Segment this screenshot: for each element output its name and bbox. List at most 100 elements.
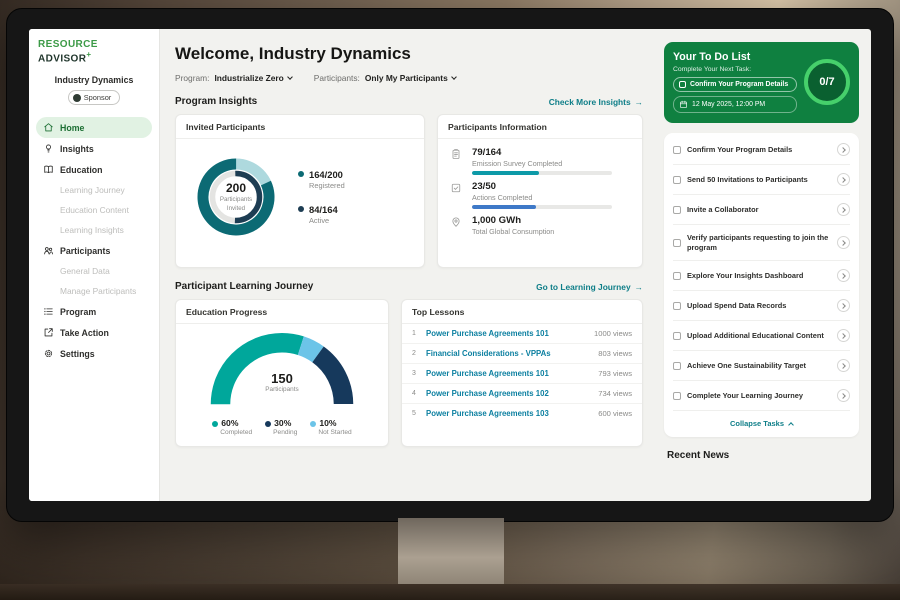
task-row[interactable]: Upload Additional Educational Content	[673, 321, 850, 352]
sidebar-item-participants[interactable]: Participants	[36, 240, 152, 261]
lesson-row: 5 Power Purchase Agreements 103 600 view…	[412, 409, 632, 418]
chevron-right-icon[interactable]	[837, 389, 850, 403]
program-filter-dropdown[interactable]: Industrialize Zero	[214, 73, 293, 83]
sidebar-item-education-content[interactable]: Education Content	[60, 205, 129, 216]
people-icon	[44, 247, 53, 255]
sidebar-item-education[interactable]: Education	[36, 159, 152, 180]
chevron-down-icon	[450, 74, 457, 80]
legend-item-active: 84/164 Active	[298, 204, 345, 225]
task-row[interactable]: Complete Your Learning Journey	[673, 381, 850, 412]
sponsor-badge: Sponsor	[67, 90, 121, 106]
sidebar-item-program[interactable]: Program	[36, 301, 152, 322]
sidebar-item-learning-insights[interactable]: Learning Insights	[60, 225, 124, 236]
sidebar-item-home[interactable]: Home	[36, 117, 152, 139]
clipboard-icon	[450, 147, 464, 175]
lesson-link[interactable]: Financial Considerations - VPPAs	[426, 349, 551, 358]
chevron-right-icon[interactable]	[837, 329, 850, 343]
legend-dot	[265, 421, 272, 427]
chevron-right-icon[interactable]	[837, 269, 850, 283]
checkbox[interactable]	[673, 145, 681, 154]
logo-plus: +	[86, 50, 92, 59]
collapse-tasks-link[interactable]: Collapse Tasks	[673, 411, 850, 437]
checkbox[interactable]	[673, 361, 681, 370]
lesson-row: 3 Power Purchase Agreements 101 793 view…	[402, 364, 642, 384]
sidebar-item-manage-participants[interactable]: Manage Participants	[60, 286, 137, 297]
legend-item-not-started: 10% Not Started	[310, 418, 352, 436]
donut-legend: 164/200 Registered 84/164 Active	[298, 169, 345, 225]
checkbox[interactable]	[679, 81, 686, 88]
chevron-right-icon[interactable]	[837, 173, 850, 186]
task-row[interactable]: Verify participants requesting to join t…	[673, 225, 850, 262]
app-window: RESOURCE ADVISOR+ Industry Dynamics Spon…	[29, 29, 871, 501]
chevron-right-icon[interactable]	[837, 236, 850, 250]
todo-panel: Your To Do List Complete Your Next Task:…	[655, 29, 871, 501]
sidebar-item-settings[interactable]: Settings	[36, 343, 152, 364]
legend-dot	[310, 421, 317, 427]
chevron-right-icon[interactable]	[837, 143, 850, 156]
checkbox[interactable]	[673, 271, 681, 280]
sidebar-item-label: Take Action	[60, 327, 109, 338]
monitor-stand	[398, 518, 504, 584]
lesson-link[interactable]: Power Purchase Agreements 103	[426, 409, 549, 418]
sidebar-item-label: Program	[60, 306, 97, 317]
checkbox[interactable]	[673, 391, 681, 400]
book-icon	[44, 166, 53, 174]
sidebar: RESOURCE ADVISOR+ Industry Dynamics Spon…	[29, 29, 160, 501]
donut-center-label: 200 Participants Invited	[219, 181, 253, 212]
chevron-up-icon	[788, 422, 794, 429]
calendar-icon	[679, 100, 688, 109]
chevron-right-icon[interactable]	[837, 359, 850, 373]
sidebar-item-insights[interactable]: Insights	[36, 138, 152, 159]
legend-item-pending: 30% Pending	[265, 418, 297, 436]
app-logo: RESOURCE ADVISOR+	[36, 39, 152, 64]
task-row[interactable]: Achieve One Sustainability Target	[673, 351, 850, 382]
chevron-right-icon[interactable]	[837, 203, 850, 216]
checkbox[interactable]	[673, 301, 681, 310]
participants-filter-dropdown[interactable]: Only My Participants	[365, 73, 457, 83]
todo-progress-ring: 0/7	[804, 59, 850, 105]
check-more-insights-link[interactable]: Check More Insights →	[548, 96, 643, 107]
home-icon	[44, 123, 53, 132]
lesson-link[interactable]: Power Purchase Agreements 101	[426, 329, 549, 338]
legend-item-registered: 164/200 Registered	[298, 169, 345, 190]
task-row[interactable]: Upload Spend Data Records	[673, 291, 850, 322]
task-row[interactable]: Send 50 Invitations to Participants	[673, 165, 850, 195]
stat-global-consumption: 1,000 GWh Total Global Consumption	[450, 215, 630, 239]
lightbulb-icon	[46, 144, 51, 153]
chevron-right-icon[interactable]	[837, 299, 850, 313]
progress-bar	[472, 205, 612, 209]
sidebar-item-learning-journey[interactable]: Learning Journey	[60, 185, 125, 196]
sponsor-badge-icon	[72, 93, 81, 102]
checkbox[interactable]	[673, 238, 681, 247]
task-row[interactable]: Explore Your Insights Dashboard	[673, 261, 850, 292]
lesson-link[interactable]: Power Purchase Agreements 101	[426, 369, 549, 378]
lesson-link[interactable]: Power Purchase Agreements 102	[426, 389, 549, 398]
sponsor-badge-label: Sponsor	[83, 93, 112, 103]
checkbox[interactable]	[673, 331, 681, 340]
logo-advisor: ADVISOR	[38, 53, 87, 65]
go-to-learning-journey-link[interactable]: Go to Learning Journey →	[536, 281, 643, 292]
location-pin-icon	[450, 215, 464, 239]
card-title: Top Lessons	[402, 300, 642, 324]
sidebar-item-label: Education	[60, 164, 103, 175]
sidebar-item-general-data[interactable]: General Data	[60, 266, 110, 277]
legend-dot	[212, 421, 219, 427]
gear-icon	[44, 350, 53, 358]
sidebar-item-take-action[interactable]: Take Action	[36, 322, 152, 343]
task-row[interactable]: Confirm Your Program Details	[673, 135, 850, 165]
section-title-recent-news: Recent News	[667, 450, 730, 462]
task-row[interactable]: Invite a Collaborator	[673, 195, 850, 225]
stat-actions-completed: 23/50 Actions Completed	[450, 181, 630, 209]
sidebar-item-label: Participants	[60, 245, 111, 256]
next-task-row[interactable]: Confirm Your Program Details	[673, 77, 797, 92]
todo-subtitle: Complete Your Next Task:	[673, 66, 752, 73]
program-filter-label: Program:	[175, 73, 210, 83]
lesson-row: 4 Power Purchase Agreements 102 734 view…	[402, 384, 642, 404]
checkbox[interactable]	[673, 205, 681, 214]
todo-title: Your To Do List	[673, 51, 751, 63]
gauge-legend: 60% Completed 30% Pending 10% Not Starte…	[184, 418, 380, 436]
checkbox[interactable]	[673, 175, 681, 184]
card-title: Education Progress	[176, 300, 388, 324]
monitor-bezel: RESOURCE ADVISOR+ Industry Dynamics Spon…	[6, 8, 894, 522]
